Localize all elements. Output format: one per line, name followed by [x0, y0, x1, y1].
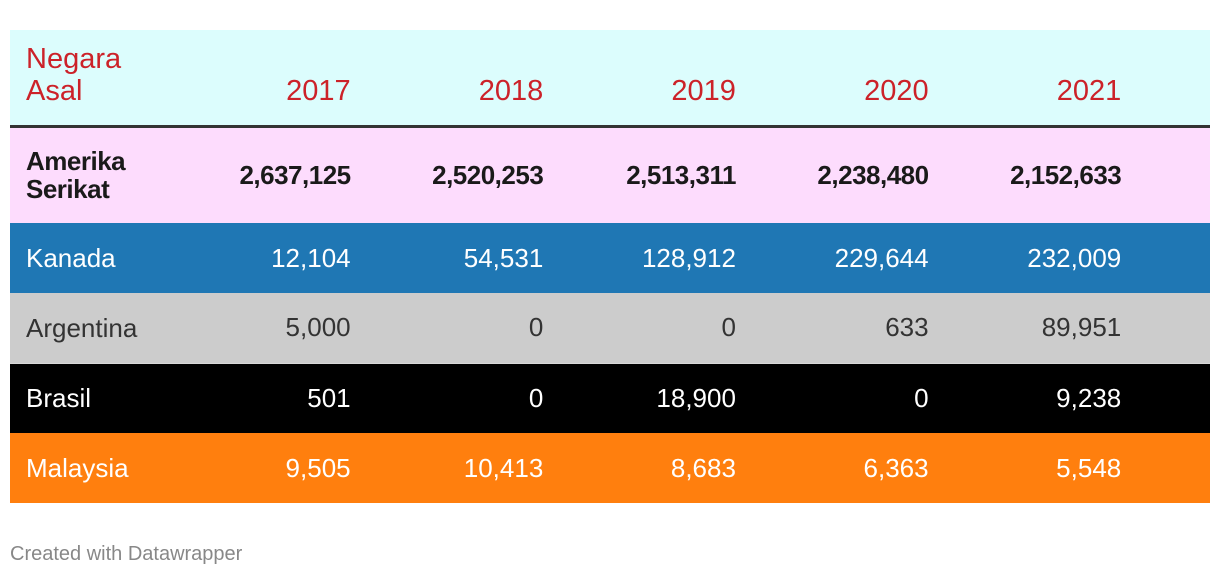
cell-value-2017: 501 [307, 382, 351, 413]
cell-value-2022: 287 [1137, 223, 1210, 293]
cell-country: Brasil [26, 383, 92, 414]
cell-value-2022: 5 [1137, 433, 1210, 503]
cell-value-2021: 2,152,633 [1010, 159, 1122, 190]
cell-country: Malaysia [26, 453, 129, 483]
table-row: Brasil 501 0 18,900 0 9,238 41 [10, 363, 1210, 433]
cell-value-2018: 54,531 [463, 242, 544, 273]
column-header-2018: 2018 [478, 74, 544, 107]
cell-country: Argentina [10, 293, 174, 364]
table-body: Amerika Serikat 2,637,125 2,520,253 2,513,3… [10, 126, 1210, 503]
cell-value-2022: 60 [1137, 293, 1210, 364]
cell-value-2017: 5,000 [173, 293, 367, 364]
table-row: Malaysia 9,505 10,413 8,683 6,363 5,548 5 [10, 433, 1210, 503]
cell-value-2019: 2,513,311 [626, 159, 736, 190]
cell-value-2018: 10,413 [463, 452, 544, 483]
header-row: Negara Asal 2017 2018 2019 2020 2021 2022 [10, 30, 1210, 126]
cell-value-2020: 0 [914, 382, 929, 413]
cell-value-2020: 6,363 [863, 452, 929, 483]
cell-value-2020: 2,238,480 [817, 159, 929, 190]
cell-value-2017: 9,505 [285, 452, 351, 483]
column-header-2017: 2017 [286, 74, 351, 107]
table-header: Negara Asal 2017 2018 2019 2020 2021 2022 [10, 30, 1210, 126]
cell-value-2021: 89,951 [944, 293, 1138, 364]
table-row: Amerika Serikat 2,637,125 2,520,253 2,513,3… [10, 126, 1210, 223]
cell-value-2019: 8,683 [670, 452, 736, 483]
cell-value-2018: 2,520,253 [432, 159, 544, 190]
cell-value-2022: 41 [1137, 363, 1210, 433]
column-header-2022: 2022 [1137, 30, 1210, 126]
cell-value-2017: 12,104 [271, 242, 351, 273]
cell-value-2018: 0 [528, 382, 544, 413]
cell-value-2017: 2,637,125 [239, 159, 351, 190]
cell-value-2019: 0 [559, 293, 752, 364]
cell-value-2019: 18,900 [656, 382, 736, 413]
cell-country: Amerika Serikat [26, 146, 126, 205]
cell-value-2020: 229,644 [834, 242, 929, 273]
column-header-2020: 2020 [864, 74, 929, 107]
table-row: Kanada 12,104 54,531 128,912 229,644 232,009 2… [10, 223, 1210, 293]
cell-value-2019: 128,912 [641, 242, 736, 273]
cell-value-2021: 5,548 [1056, 452, 1122, 483]
column-header-2021: 2021 [1056, 74, 1122, 107]
cell-value-2018: 0 [366, 293, 560, 364]
cell-value-2021: 9,238 [1056, 382, 1122, 413]
cell-value-2020: 633 [751, 293, 945, 364]
footer-credit[interactable]: Created with Datawrapper [10, 543, 243, 565]
data-table: Negara Asal 2017 2018 2019 2020 2021 2022 Amer… [10, 30, 1210, 503]
data-table-container: Negara Asal 2017 2018 2019 2020 2021 2022 Amer… [10, 30, 1210, 503]
column-header-country: Negara Asal [26, 42, 122, 107]
cell-value-2022: 1,928 [1137, 126, 1210, 223]
cell-country: Kanada [26, 243, 116, 273]
cell-value-2021: 232,009 [1027, 242, 1122, 273]
column-header-2019: 2019 [671, 74, 736, 107]
